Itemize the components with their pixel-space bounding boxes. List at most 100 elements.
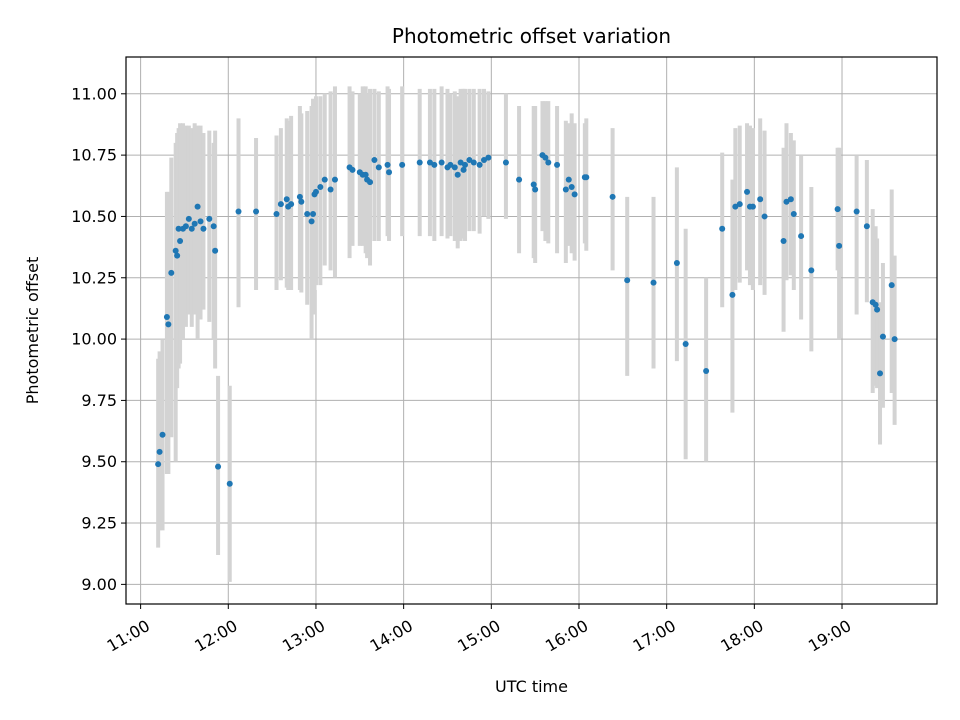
data-point: [571, 191, 578, 198]
data-point: [371, 157, 378, 164]
y-axis-ticks: 9.00 9.25 9.50 9.75 10.00 10.25 10.50 10.75 11.0…: [71, 84, 126, 594]
data-point: [454, 171, 461, 178]
data-point: [562, 186, 569, 193]
data-point: [174, 252, 181, 259]
data-point: [331, 176, 338, 183]
data-point: [399, 161, 406, 168]
data-point: [516, 176, 523, 183]
data-point: [308, 218, 315, 225]
y-tick-label: 9.25: [81, 514, 117, 533]
data-point: [156, 448, 163, 455]
data-point: [175, 225, 182, 232]
data-point: [888, 282, 895, 289]
data-point: [273, 210, 280, 217]
data-point: [481, 157, 488, 164]
data-point: [609, 193, 616, 200]
data-point: [235, 208, 242, 215]
data-point: [736, 201, 743, 208]
data-point: [485, 154, 492, 161]
data-point: [466, 157, 473, 164]
data-point: [673, 260, 680, 267]
data-point: [682, 340, 689, 347]
data-point: [253, 208, 260, 215]
data-point: [317, 184, 324, 191]
data-point: [568, 184, 575, 191]
data-point: [624, 277, 631, 284]
data-point: [384, 161, 391, 168]
data-point: [431, 161, 438, 168]
y-tick-label: 9.75: [81, 391, 117, 410]
data-point: [367, 179, 374, 186]
data-point: [277, 201, 284, 208]
y-tick-label: 10.25: [71, 268, 117, 287]
data-point: [155, 461, 162, 468]
data-points: [155, 152, 898, 487]
data-point: [872, 301, 879, 308]
data-point: [172, 247, 179, 254]
data-point: [583, 174, 590, 181]
data-point: [749, 203, 756, 210]
data-point: [460, 166, 467, 173]
y-tick-label: 10.50: [71, 207, 117, 226]
data-point: [542, 154, 549, 161]
data-point: [177, 237, 184, 244]
data-point: [321, 176, 328, 183]
data-point: [386, 169, 393, 176]
data-point: [426, 159, 433, 166]
data-point: [283, 196, 290, 203]
data-point: [288, 201, 295, 208]
data-point: [650, 279, 657, 286]
data-point: [787, 196, 794, 203]
data-point: [416, 159, 423, 166]
data-point: [226, 480, 233, 487]
data-point: [304, 210, 311, 217]
data-point: [168, 269, 175, 276]
data-point: [502, 159, 509, 166]
data-point: [853, 208, 860, 215]
data-point: [530, 181, 537, 188]
data-point: [447, 161, 454, 168]
y-axis-title: Photometric offset: [23, 257, 42, 405]
data-point: [476, 161, 483, 168]
data-point: [703, 367, 710, 374]
data-point: [438, 159, 445, 166]
data-point: [532, 186, 539, 193]
data-point: [206, 215, 213, 222]
y-tick-label: 10.00: [71, 330, 117, 349]
data-point: [761, 213, 768, 220]
data-point: [879, 333, 886, 340]
data-point: [554, 161, 561, 168]
data-point: [457, 159, 464, 166]
data-point: [451, 164, 458, 171]
data-point: [349, 166, 356, 173]
data-point: [757, 196, 764, 203]
data-point: [729, 291, 736, 298]
x-axis-title: UTC time: [495, 677, 568, 696]
data-point: [327, 186, 334, 193]
data-point: [545, 159, 552, 166]
data-point: [874, 306, 881, 313]
data-point: [210, 223, 217, 230]
data-point: [188, 225, 195, 232]
data-point: [891, 336, 898, 343]
data-point: [462, 161, 469, 168]
data-point: [159, 431, 166, 438]
data-point: [191, 220, 198, 227]
y-tick-label: 9.50: [81, 452, 117, 471]
data-point: [197, 218, 204, 225]
data-point: [194, 203, 201, 210]
data-point: [798, 233, 805, 240]
data-point: [200, 225, 207, 232]
data-point: [470, 159, 477, 166]
data-point: [362, 171, 369, 178]
y-tick-label: 11.00: [71, 84, 117, 103]
y-tick-label: 9.00: [81, 575, 117, 594]
data-point: [296, 193, 303, 200]
data-point: [215, 463, 222, 470]
data-point: [565, 176, 572, 183]
data-point: [834, 206, 841, 213]
data-point: [298, 198, 305, 205]
data-point: [863, 223, 870, 230]
data-point: [163, 314, 170, 321]
